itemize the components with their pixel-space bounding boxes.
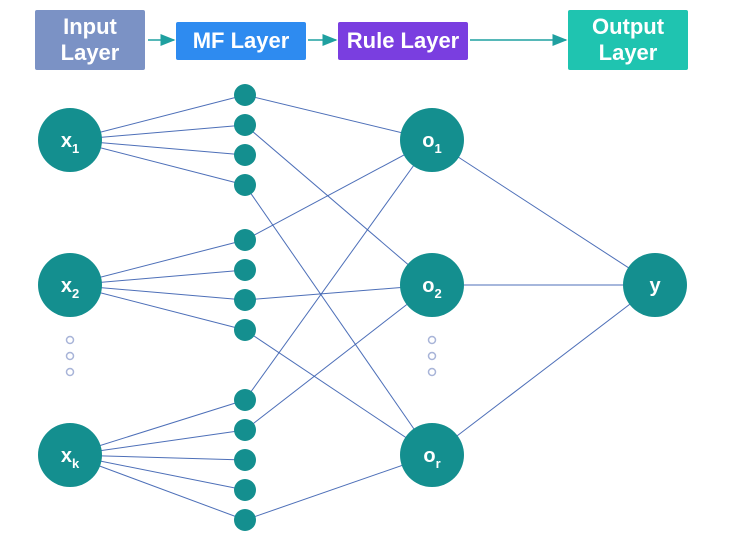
mf-node bbox=[234, 419, 256, 441]
mf-node bbox=[234, 389, 256, 411]
mf-node bbox=[234, 509, 256, 531]
mf-node bbox=[234, 449, 256, 471]
mf-node bbox=[234, 114, 256, 136]
mf-node bbox=[234, 174, 256, 196]
input-node-x2: x2 bbox=[38, 253, 102, 317]
mf-node bbox=[234, 229, 256, 251]
rule-node-o1: o1 bbox=[400, 108, 464, 172]
input-node-xk: xk bbox=[38, 423, 102, 487]
network-diagram: x1 x2 xk o1 o2 or y bbox=[0, 0, 744, 541]
rule-node-o2: o2 bbox=[400, 253, 464, 317]
input-node-x1: x1 bbox=[38, 108, 102, 172]
mf-node bbox=[234, 479, 256, 501]
mf-node bbox=[234, 319, 256, 341]
mf-node bbox=[234, 84, 256, 106]
rule-node-or: or bbox=[400, 423, 464, 487]
output-node-y: y bbox=[623, 253, 687, 317]
mf-node bbox=[234, 144, 256, 166]
mf-node bbox=[234, 259, 256, 281]
mf-node bbox=[234, 289, 256, 311]
svg-text:y: y bbox=[649, 275, 661, 297]
edges bbox=[70, 95, 655, 520]
